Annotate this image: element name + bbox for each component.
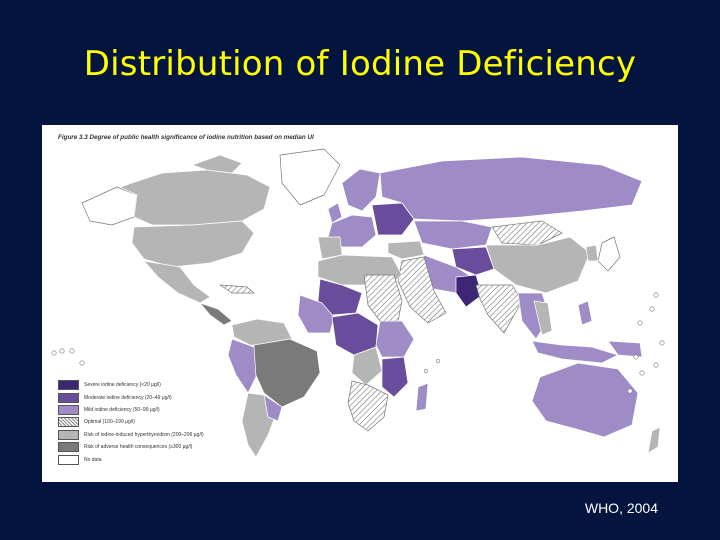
legend-label: Severe iodine deficiency (<20 µg/l) [84,382,161,389]
region-indochina [533,300,553,336]
legend-swatch [58,392,79,403]
legend-swatch [58,429,79,440]
island-marker [435,358,441,364]
island-marker [637,320,643,326]
world-map [51,148,665,458]
map-legend: Severe iodine deficiency (<20 µg/l) Mode… [58,379,204,466]
legend-item-optimal: Optimal (100–199 µg/l) [58,416,204,428]
legend-label: Mild iodine deficiency (50–99 µg/l) [84,406,160,413]
legend-swatch [58,417,79,428]
region-southern-africa [347,380,389,432]
region-brazil [253,338,321,408]
island-marker [649,306,655,312]
legend-item-hyperthyroidism: Risk of iodine-induced hyperthyroidism (… [58,429,204,441]
legend-item-no-data: No data [58,453,204,465]
legend-swatch [58,454,79,465]
region-australia [531,362,639,438]
island-marker [59,348,65,354]
region-egypt-sudan [363,274,403,322]
legend-item-mild: Mild iodine deficiency (50–99 µg/l) [58,404,204,416]
island-marker [423,368,429,374]
region-philippines [577,300,593,326]
island-marker [79,360,85,366]
region-usa [131,220,255,268]
region-korea [585,244,599,262]
region-tanzania-moz [381,356,409,398]
region-scandinavia [341,168,381,212]
region-canada-islands [191,154,243,174]
region-turkey [387,240,425,260]
region-pakistan [455,274,483,308]
region-canada [119,169,271,226]
region-west-africa [297,294,335,334]
legend-label: Optimal (100–199 µg/l) [84,419,135,426]
figure-caption: Figure 3.3 Degree of public health signi… [58,134,314,141]
region-mexico [143,260,211,304]
region-central-asia [451,246,495,276]
region-india [475,284,523,334]
region-new-zealand [647,426,661,454]
legend-item-moderate: Moderate iodine deficiency (20–49 µg/l) [58,391,204,403]
legend-label: Risk of adverse health consequences (≥30… [84,444,193,451]
island-marker [653,292,659,298]
region-kazakhstan [413,220,493,250]
island-marker [633,354,639,360]
island-marker [51,350,57,356]
region-madagascar [415,382,429,412]
region-china [485,236,591,294]
region-japan [597,236,621,272]
region-middle-east [397,256,447,324]
region-uk [327,202,343,224]
legend-item-severe: Severe iodine deficiency (<20 µg/l) [58,379,204,391]
island-marker [69,348,75,354]
region-new-guinea [607,340,643,358]
legend-item-adverse: Risk of adverse health consequences (≥30… [58,441,204,453]
region-paraguay [263,394,283,422]
island-marker [659,340,665,346]
legend-label: Risk of iodine-induced hyperthyroidism (… [84,431,204,438]
region-mongolia [491,220,563,246]
source-credit: WHO, 2004 [584,500,658,516]
region-alaska [81,186,138,226]
legend-label: Moderate iodine deficiency (20–49 µg/l) [84,394,172,401]
legend-swatch [58,380,79,391]
island-marker [639,370,645,376]
legend-label: No data [84,456,102,463]
region-indonesia [531,340,619,364]
region-eastern-europe [371,202,415,236]
region-east-africa [375,320,415,358]
legend-swatch [58,442,79,453]
island-marker [627,388,633,394]
region-greenland [279,148,341,206]
slide-title: Distribution of Iodine Deficiency [83,44,637,84]
region-central-america [199,302,233,326]
legend-swatch [58,404,79,415]
island-marker [653,362,659,368]
map-figure: Figure 3.3 Degree of public health signi… [42,125,678,482]
region-congo [351,346,383,386]
region-russia [379,156,643,222]
region-peru-bolivia [227,338,257,394]
region-caribbean [219,284,255,294]
